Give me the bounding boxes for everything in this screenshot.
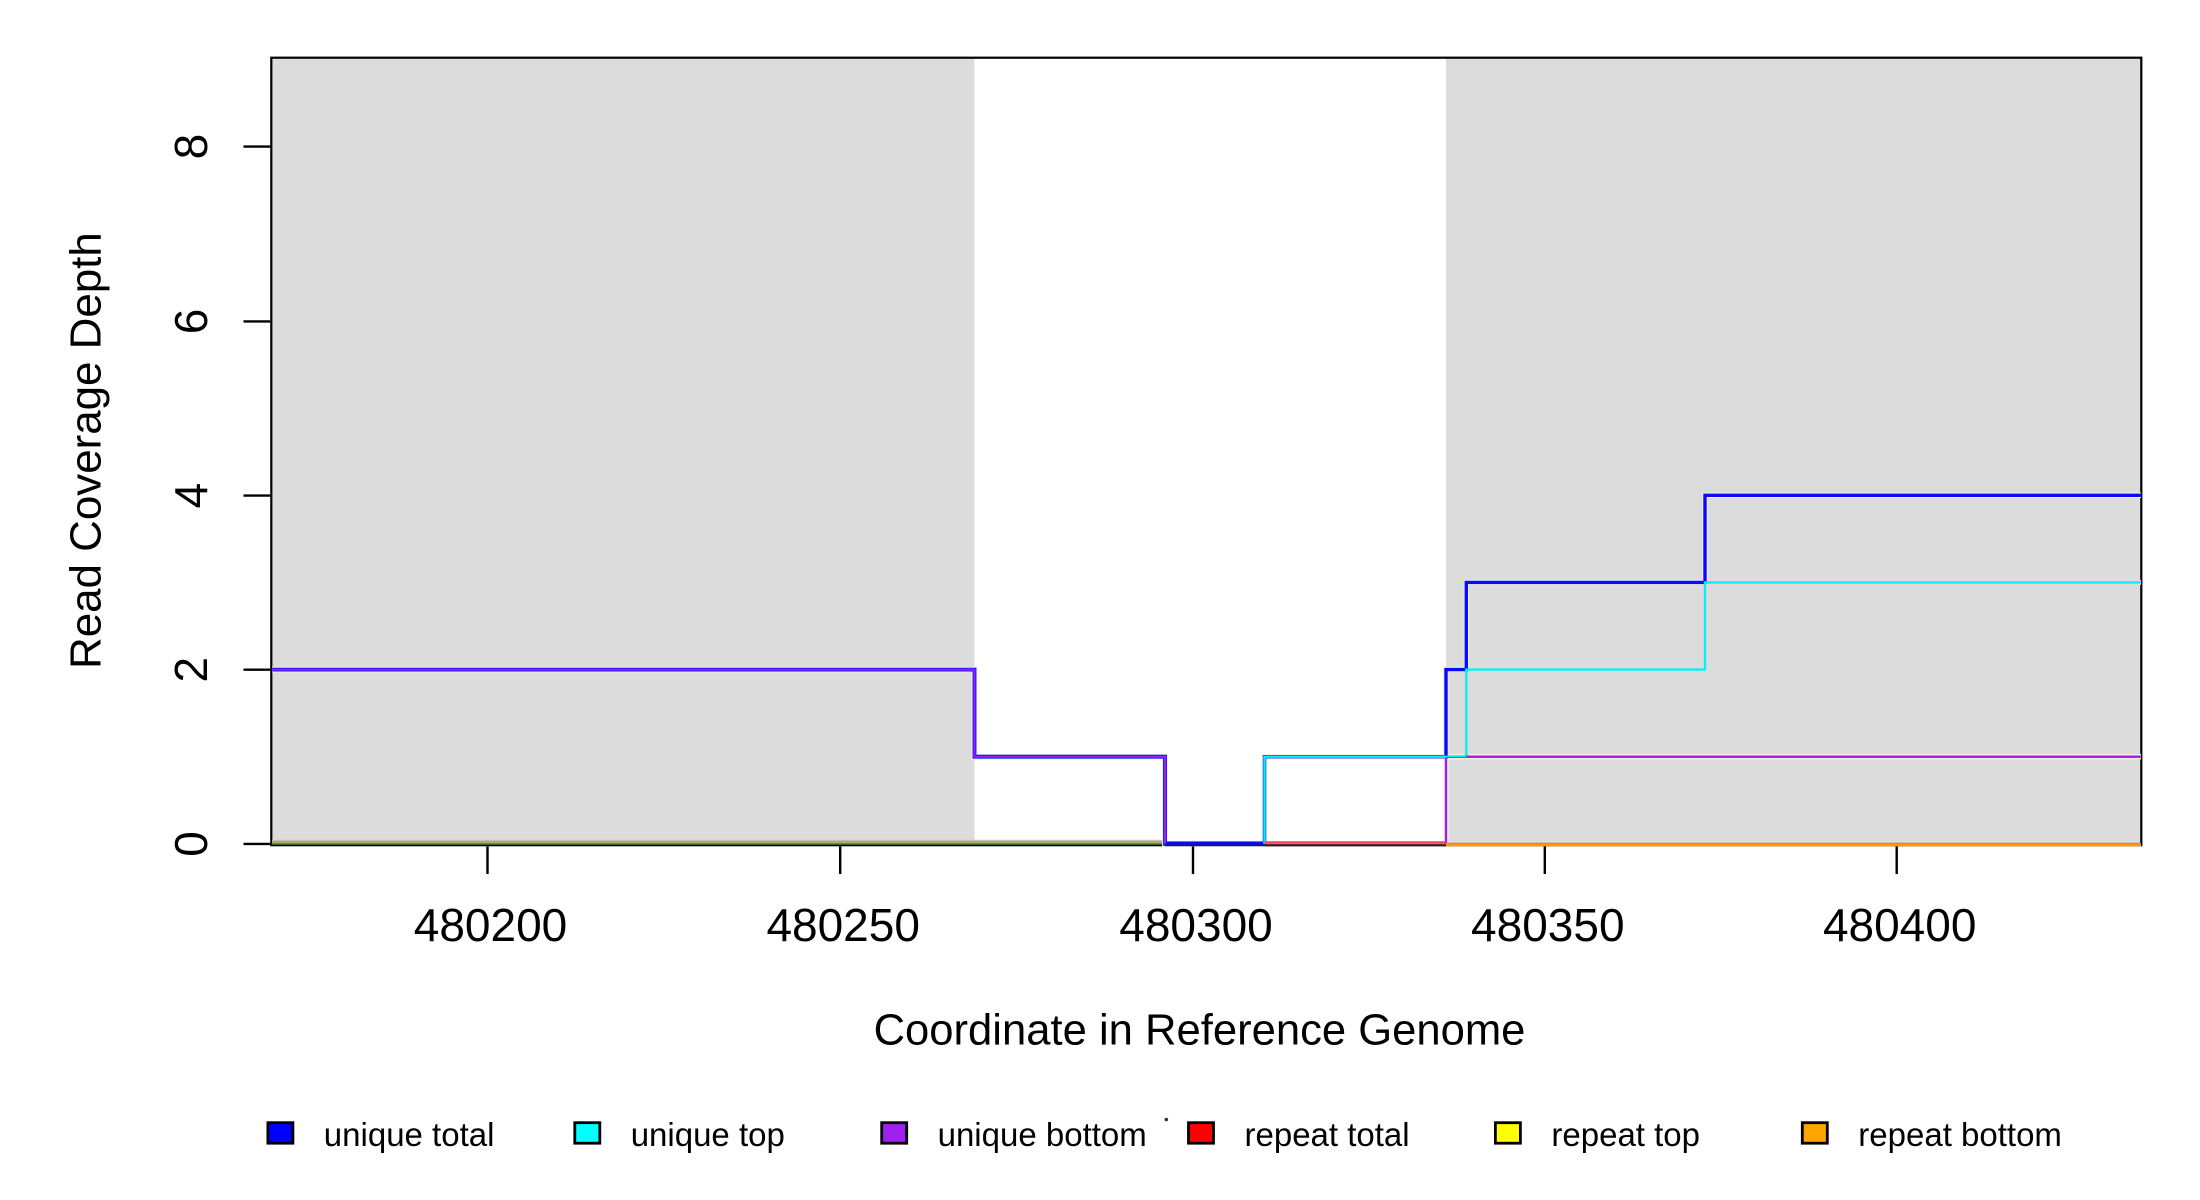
svg-text:repeat bottom: repeat bottom xyxy=(1858,1116,2062,1153)
svg-text:Coordinate in Reference Genome: Coordinate in Reference Genome xyxy=(874,1007,1526,1055)
svg-text:repeat top: repeat top xyxy=(1551,1116,1700,1153)
svg-text:2: 2 xyxy=(165,657,217,683)
svg-text:480400: 480400 xyxy=(1823,899,1977,951)
svg-text:Read Coverage Depth: Read Coverage Depth xyxy=(62,232,111,669)
svg-text:8: 8 xyxy=(165,134,217,160)
svg-text:480200: 480200 xyxy=(414,899,568,951)
svg-text:480250: 480250 xyxy=(766,899,920,951)
svg-text:480300: 480300 xyxy=(1119,899,1273,951)
svg-text:repeat total: repeat total xyxy=(1245,1116,1410,1153)
svg-text:unique bottom: unique bottom xyxy=(938,1116,1147,1153)
svg-text:0: 0 xyxy=(165,831,217,857)
svg-text:6: 6 xyxy=(165,309,217,335)
svg-text:4: 4 xyxy=(165,483,217,509)
svg-text:unique top: unique top xyxy=(631,1116,785,1153)
svg-text:unique total: unique total xyxy=(324,1116,495,1153)
svg-text:480350: 480350 xyxy=(1471,899,1625,951)
